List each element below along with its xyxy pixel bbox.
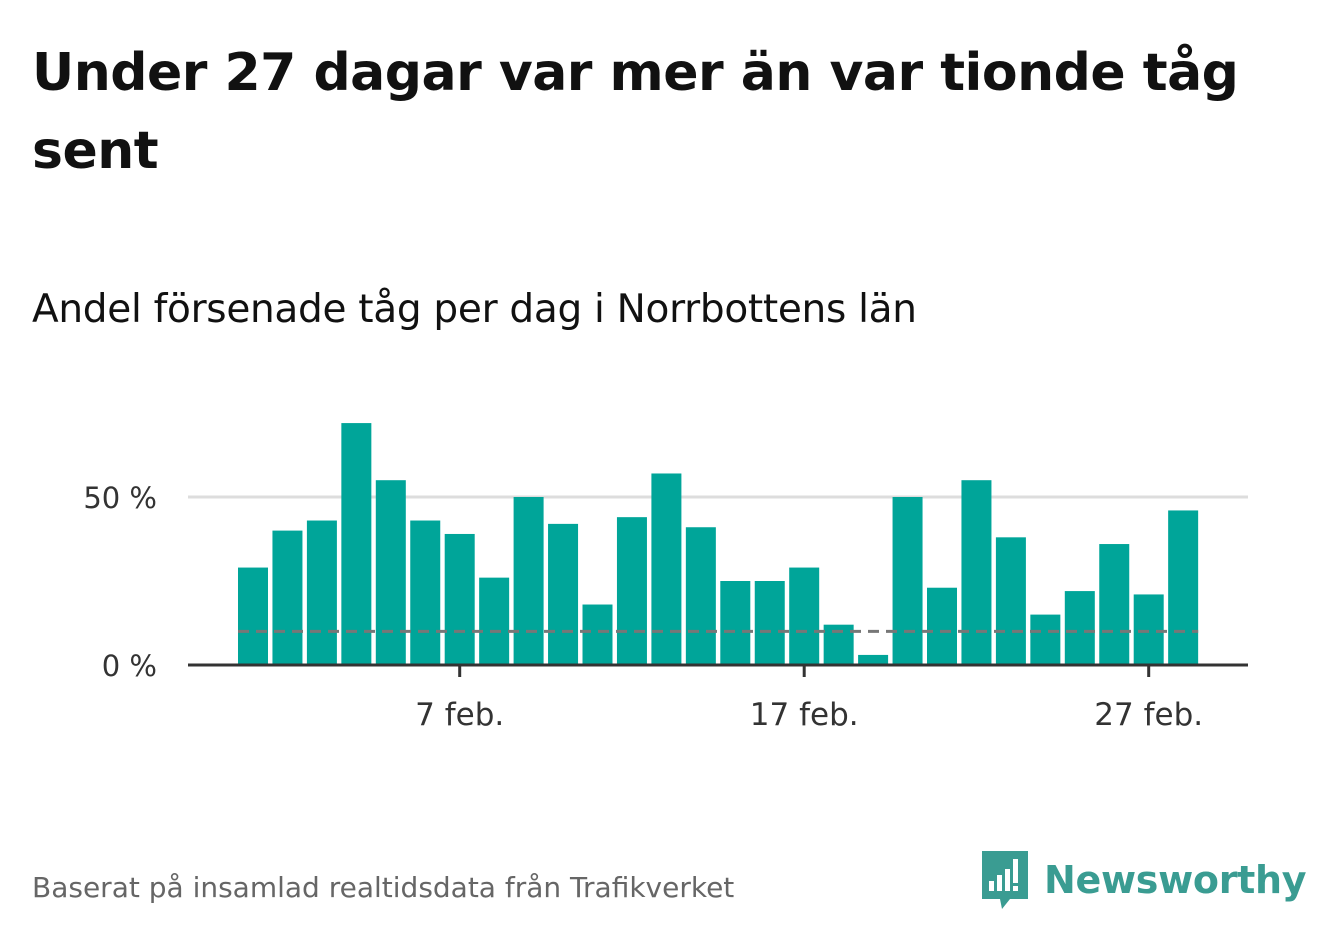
bar-chart: 0 % 50 % 7 feb. 17 feb. 27 feb. (83, 423, 1248, 733)
bar (1064, 591, 1095, 665)
chart-title: Under 27 dagar var mer än var tionde tåg… (32, 43, 1239, 181)
x-tick-label: 17 feb. (750, 697, 859, 733)
bar (754, 581, 785, 665)
bar (651, 473, 682, 665)
bar (720, 581, 751, 665)
bar (375, 480, 406, 665)
y-axis-labels: 0 % 50 % (83, 481, 157, 683)
bar (927, 587, 957, 665)
x-axis-labels: 7 feb. 17 feb. 27 feb. (415, 697, 1203, 733)
bar (685, 527, 716, 665)
bar (616, 517, 647, 665)
bar (582, 604, 613, 665)
bar (1030, 614, 1061, 665)
logo-text: Newsworthy (1044, 858, 1307, 902)
bar (341, 423, 372, 665)
bar (238, 567, 268, 665)
bar (961, 480, 992, 665)
bar (892, 497, 923, 665)
bar (1168, 510, 1199, 665)
bar-chart-speech-bubble-icon (982, 851, 1028, 909)
bar (444, 533, 475, 665)
bar (272, 530, 303, 665)
x-tick-label: 7 feb. (415, 697, 504, 733)
y-tick-label: 50 % (83, 481, 157, 515)
bar (513, 497, 544, 665)
source-note: Baserat på insamlad realtidsdata från Tr… (32, 871, 735, 904)
newsworthy-logo: Newsworthy (980, 848, 1307, 912)
bar (548, 523, 579, 665)
bar (306, 520, 337, 665)
x-tick-label: 27 feb. (1094, 697, 1203, 733)
x-axis (188, 663, 1248, 677)
bar (410, 520, 441, 665)
bar (858, 654, 889, 665)
bars (238, 423, 1199, 665)
chart-subtitle: Andel försenade tåg per dag i Norrbotten… (32, 287, 917, 332)
bar (789, 567, 820, 665)
bar (1099, 544, 1130, 665)
bar (995, 537, 1026, 665)
bar (1133, 594, 1164, 665)
y-tick-label: 0 % (102, 649, 157, 683)
bar (479, 577, 510, 665)
